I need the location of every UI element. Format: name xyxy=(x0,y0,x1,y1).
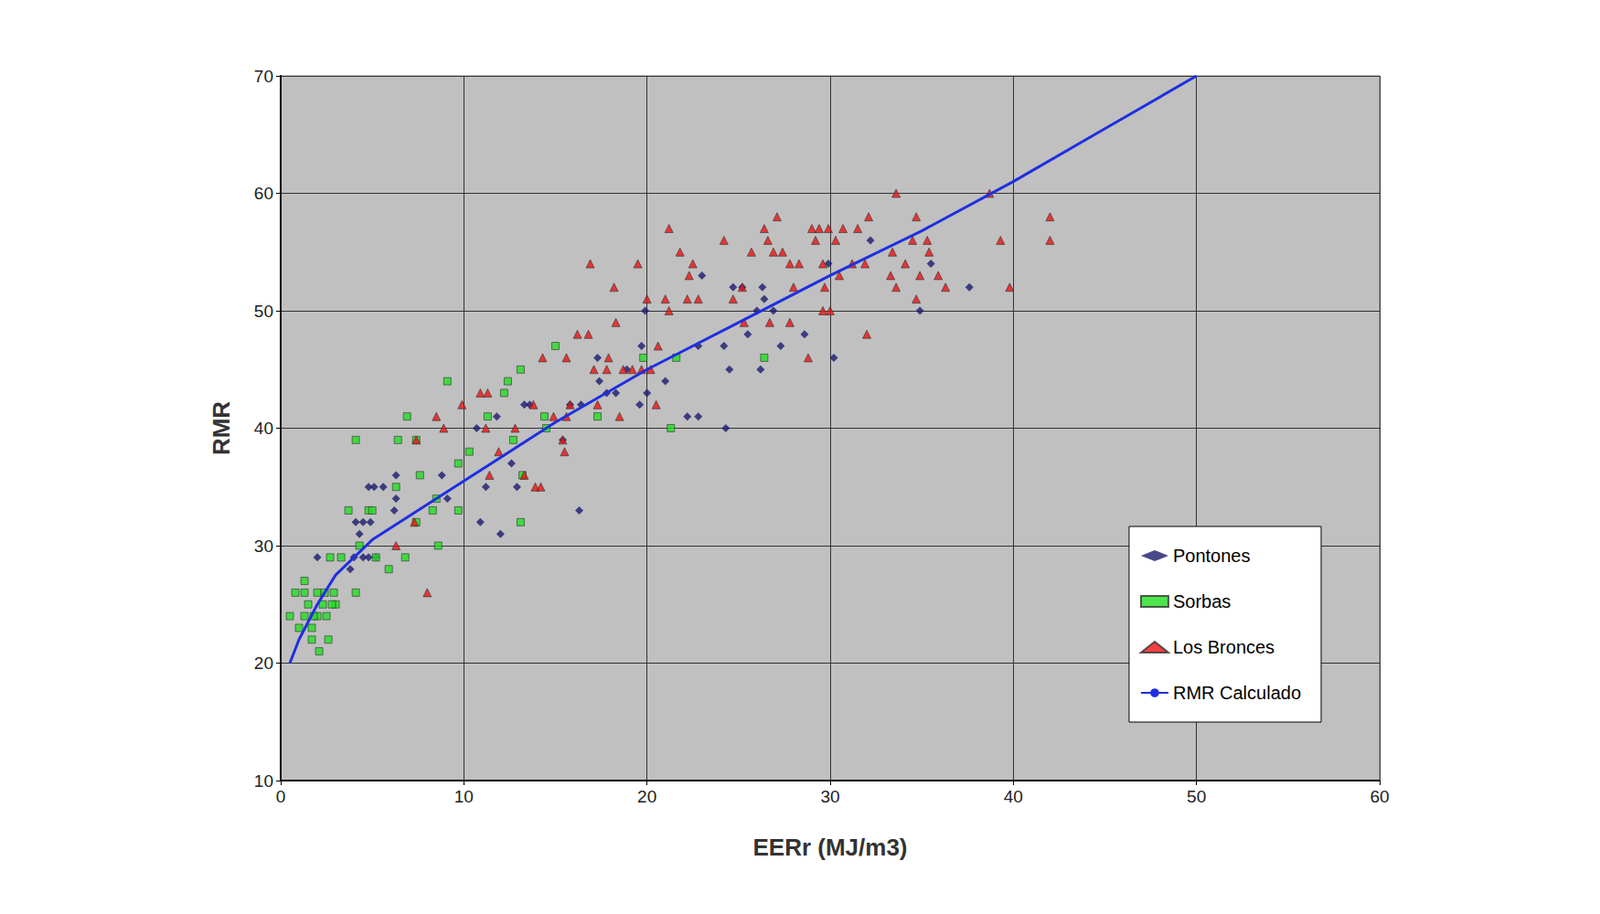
svg-text:30: 30 xyxy=(820,787,840,807)
svg-text:Pontones: Pontones xyxy=(1173,545,1251,566)
svg-text:10: 10 xyxy=(254,771,274,791)
svg-text:70: 70 xyxy=(254,66,274,86)
svg-text:60: 60 xyxy=(254,183,274,203)
svg-text:RMR: RMR xyxy=(207,401,235,456)
svg-text:20: 20 xyxy=(637,787,657,807)
svg-text:50: 50 xyxy=(254,301,274,321)
svg-text:EERr (MJ/m3): EERr (MJ/m3) xyxy=(752,833,907,862)
svg-text:0: 0 xyxy=(276,787,287,807)
svg-text:30: 30 xyxy=(254,536,274,556)
svg-text:Los Bronces: Los Bronces xyxy=(1173,637,1275,658)
svg-text:RMR Calculado: RMR Calculado xyxy=(1173,682,1302,704)
svg-text:60: 60 xyxy=(1369,787,1389,807)
svg-text:Sorbas: Sorbas xyxy=(1173,591,1231,612)
svg-text:10: 10 xyxy=(454,787,474,807)
svg-text:20: 20 xyxy=(254,653,274,673)
svg-text:40: 40 xyxy=(254,418,274,438)
svg-text:50: 50 xyxy=(1186,787,1206,807)
svg-text:40: 40 xyxy=(1003,787,1024,807)
